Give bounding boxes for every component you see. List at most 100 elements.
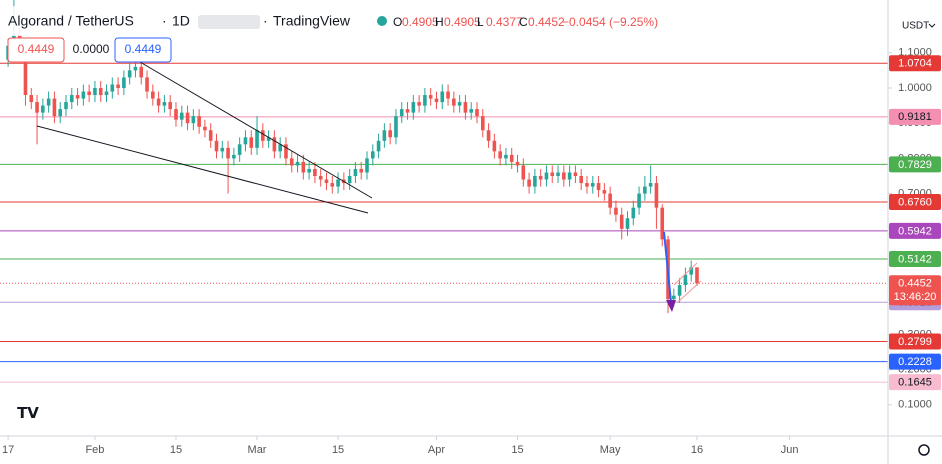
currency: USDT (902, 21, 929, 32)
candle-body (116, 84, 120, 89)
candle-body (93, 88, 97, 96)
candle-body (313, 168, 317, 177)
candle-body (29, 95, 34, 103)
candle-body (637, 193, 641, 208)
candle-body (307, 168, 311, 173)
level-box (889, 374, 941, 391)
candle-body (46, 98, 51, 106)
logo: 𝗧𝗩 (17, 405, 39, 422)
x-tick-label: 15 (511, 444, 523, 456)
level-label: 0.9181 (898, 111, 932, 123)
currency-button[interactable] (892, 18, 938, 34)
candle-body (382, 130, 387, 141)
ohlc-label: H (435, 15, 444, 29)
level-box (889, 353, 941, 370)
candle-body (324, 179, 329, 184)
candle-body (648, 183, 653, 187)
candle-body (162, 102, 167, 106)
sell-button[interactable] (7, 37, 65, 63)
candle-body (579, 176, 583, 184)
candle-body (376, 140, 381, 152)
candle-body (301, 161, 306, 173)
candle-body (457, 102, 462, 106)
wedge-lower (36, 125, 369, 214)
candle-body (417, 102, 421, 106)
candle-body (191, 116, 196, 124)
candle-body (185, 112, 190, 124)
ohlc-value: 0.4377 (486, 15, 523, 29)
candle-body (347, 176, 352, 184)
ohlc-value: 0.4905 (444, 15, 481, 29)
candle-body (289, 158, 294, 166)
candle-body (370, 151, 375, 159)
dropdown-icon (928, 23, 936, 28)
level-label: 0.5942 (898, 225, 932, 237)
x-tick-label: 17 (2, 444, 14, 456)
candle-body (249, 137, 254, 148)
candle-body (394, 116, 398, 138)
candle-body (556, 172, 560, 177)
level-box (889, 222, 941, 239)
candle-body (353, 168, 358, 177)
settings-icon[interactable] (918, 444, 930, 456)
separator: · (162, 13, 167, 29)
candle-body (220, 147, 225, 152)
y-tick-label: 1.0000 (898, 82, 932, 94)
level-box (889, 108, 941, 125)
candle-body (596, 183, 601, 191)
channel-lower (677, 280, 702, 303)
candle-body (58, 109, 63, 117)
candle-body (631, 207, 636, 219)
x-tick-label: 16 (691, 444, 703, 456)
candle-body (515, 161, 520, 166)
candle-body (533, 176, 537, 187)
candle-body (689, 267, 693, 275)
candle-body (423, 95, 427, 106)
countdown: 13:46:20 (894, 291, 937, 303)
level-label: 0.1645 (898, 377, 932, 389)
candle-body (52, 98, 57, 117)
symbol: Algorand / TetherUS (8, 13, 134, 29)
spread: 0.0000 (73, 42, 110, 56)
level-label: 0.7829 (898, 159, 932, 171)
level-box (889, 194, 941, 211)
candle-body (295, 161, 300, 166)
candle-body (261, 130, 265, 141)
candle-body (440, 91, 445, 103)
blurred (198, 15, 260, 29)
candle-body (475, 109, 479, 117)
x-tick-label: 15 (170, 444, 182, 456)
ohlc-value: 0.4452 (528, 15, 565, 29)
buy-button[interactable] (114, 37, 172, 63)
candle-body (139, 66, 144, 78)
header-bg (0, 6, 885, 36)
candle-body (41, 105, 45, 113)
candle-body (284, 144, 288, 159)
level-box (889, 156, 941, 173)
candle-body (127, 70, 132, 78)
sell-price: 0.4449 (18, 42, 55, 56)
candle-body (550, 172, 555, 177)
candle-body (672, 295, 676, 300)
candle-body (399, 109, 404, 117)
candle-body (359, 168, 364, 173)
source: TradingView (273, 13, 351, 29)
candle-body (226, 147, 230, 159)
last-price-box (889, 275, 941, 306)
candle-body (614, 207, 618, 215)
candle-body (434, 98, 439, 103)
candle-body (237, 144, 242, 155)
candle-body (272, 137, 277, 152)
candle-body (64, 102, 68, 110)
candle-body (469, 109, 474, 113)
candle-body (168, 102, 172, 110)
candle-body (266, 137, 271, 141)
channel-upper (673, 262, 698, 286)
x-tick-label: May (600, 444, 621, 456)
ohlc-label: C (519, 15, 528, 29)
axis: 0.10000.20000.30000.40000.50000.60000.70… (2, 47, 941, 456)
candle-body (538, 176, 543, 180)
level-box (889, 251, 941, 268)
candle-body (69, 95, 74, 103)
